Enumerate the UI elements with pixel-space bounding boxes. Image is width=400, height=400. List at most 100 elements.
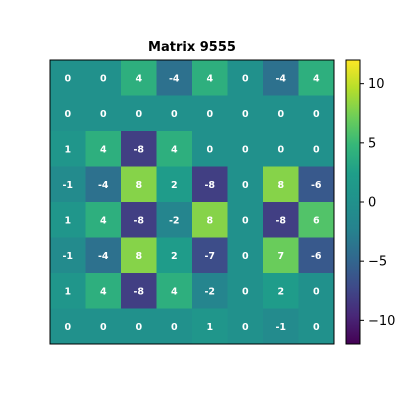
cell-value-label: -4 [98, 251, 109, 262]
heatmap-cell [85, 308, 122, 345]
heatmap-cell [156, 273, 193, 309]
heatmap-cell [298, 308, 335, 345]
cell-value-label: 0 [171, 322, 178, 333]
heatmap-cell [263, 166, 299, 203]
heatmap-cell [50, 166, 86, 203]
heatmap-cell [298, 95, 335, 132]
cell-value-label: -2 [204, 286, 215, 297]
heatmap-cell [192, 202, 228, 238]
cell-value-label: 0 [206, 109, 213, 120]
cell-value-label: 0 [277, 144, 284, 155]
heatmap-cell [263, 131, 299, 167]
heatmap-cell [192, 166, 228, 203]
heatmap-cell [85, 273, 122, 309]
heatmap-cell [263, 202, 299, 238]
cell-value-label: 0 [277, 109, 284, 120]
heatmap-cell [85, 131, 122, 167]
heatmap-cell [50, 273, 86, 309]
colorbar-tick-label: −5 [368, 255, 387, 270]
heatmap-cell [192, 131, 228, 167]
heatmap-cell [156, 131, 193, 167]
cell-value-label: 4 [171, 144, 178, 155]
cell-value-label: 8 [206, 215, 213, 226]
heatmap-cell [121, 95, 157, 132]
cell-value-label: 8 [135, 180, 142, 191]
cell-value-label: -4 [98, 180, 109, 191]
cell-value-label: -6 [311, 180, 322, 191]
heatmap-cell [85, 60, 122, 96]
cell-value-label: -4 [275, 73, 286, 84]
heatmap-cell [50, 308, 86, 345]
cell-value-label: 0 [313, 109, 320, 120]
colorbar-ticks: 10 5 0 −5 −10 [360, 77, 395, 329]
colorbar [345, 59, 361, 345]
heatmap-cell [121, 60, 157, 96]
cell-value-label: 0 [242, 144, 249, 155]
cell-value-label: 0 [242, 73, 249, 84]
cell-value-label: -7 [204, 251, 215, 262]
cell-value-label: -1 [62, 180, 73, 191]
cell-value-label: 4 [100, 144, 107, 155]
cell-value-label: -8 [275, 215, 286, 226]
heatmap-cell [298, 273, 335, 309]
heatmap-cell [50, 237, 86, 274]
cell-value-label: 0 [135, 322, 142, 333]
cell-value-label: 4 [100, 286, 107, 297]
heatmap-cells: 0 0 4 -4 4 0 -4 4 0 0 0 0 0 0 0 0 1 4 -8 4 0 0 0 0 -1 -4 8 2 -8 0 8 -6 1… [50, 60, 335, 345]
cell-value-label: -8 [133, 215, 144, 226]
heatmap-cell [156, 60, 193, 96]
cell-value-label: 2 [171, 180, 178, 191]
cell-value-label: 8 [277, 180, 284, 191]
heatmap-cell [121, 308, 157, 345]
colorbar-tick-label: 5 [368, 136, 376, 151]
heatmap-cell [227, 237, 264, 274]
heatmap-cell [192, 60, 228, 96]
cell-value-label: 2 [277, 286, 284, 297]
heatmap-cell [263, 308, 299, 345]
cell-value-label: 4 [313, 73, 320, 84]
cell-value-label: 4 [100, 215, 107, 226]
cell-value-label: 4 [171, 286, 178, 297]
heatmap-cell [121, 237, 157, 274]
heatmap-cell [156, 166, 193, 203]
heatmap-cell [227, 202, 264, 238]
cell-value-label: 0 [64, 73, 71, 84]
heatmap-cell [50, 60, 86, 96]
cell-value-label: 0 [100, 109, 107, 120]
cell-value-label: 0 [206, 144, 213, 155]
cell-value-label: 0 [242, 215, 249, 226]
heatmap-cell [263, 237, 299, 274]
heatmap-cell [156, 95, 193, 132]
heatmap-cell [50, 202, 86, 238]
cell-value-label: 0 [242, 180, 249, 191]
cell-value-label: 0 [313, 322, 320, 333]
heatmap-cell [192, 237, 228, 274]
cell-value-label: -2 [169, 215, 180, 226]
cell-value-label: 0 [242, 109, 249, 120]
heatmap-cell [121, 202, 157, 238]
heatmap-cell [50, 131, 86, 167]
heatmap-cell [298, 60, 335, 96]
cell-value-label: 0 [171, 109, 178, 120]
heatmap-cell [227, 60, 264, 96]
cell-value-label: -8 [204, 180, 215, 191]
heatmap-cell [263, 60, 299, 96]
heatmap-cell [156, 202, 193, 238]
cell-value-label: -6 [311, 251, 322, 262]
cell-value-label: 0 [100, 322, 107, 333]
heatmap-cell [227, 273, 264, 309]
colorbar-tick-label: 0 [368, 196, 376, 211]
colorbar-tick-label: 10 [368, 77, 385, 92]
cell-value-label: 0 [313, 144, 320, 155]
cell-value-label: 1 [64, 144, 71, 155]
heatmap-cell [298, 131, 335, 167]
heatmap-cell [156, 237, 193, 274]
cell-value-label: 1 [64, 286, 71, 297]
cell-value-label: 0 [242, 286, 249, 297]
heatmap-cell [192, 273, 228, 309]
heatmap-cell [50, 95, 86, 132]
heatmap-cell [85, 95, 122, 132]
heatmap-cell [121, 131, 157, 167]
heatmap-cell [263, 273, 299, 309]
